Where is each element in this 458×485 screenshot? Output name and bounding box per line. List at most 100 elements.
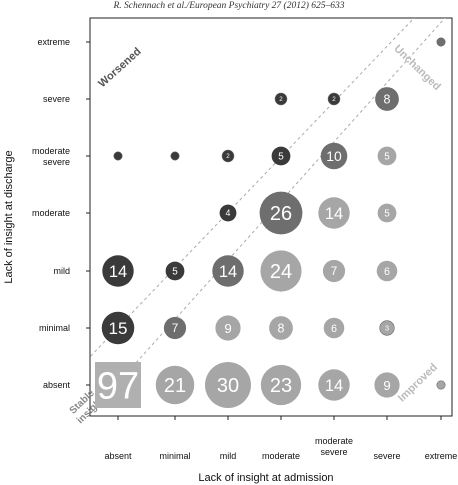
data-point-mild-to-absent: 30 <box>204 361 252 409</box>
y-tick-label-absent: absent <box>43 380 71 390</box>
data-point-severe-to-mild: 6 <box>376 260 398 282</box>
data-point-moderate-to-minimal: 8 <box>269 316 293 340</box>
data-point-minimal-to-moderate-severe <box>170 151 180 161</box>
data-point-severe-to-minimal: 3 <box>379 320 395 336</box>
data-point-moderate-to-absent: 23 <box>260 364 302 406</box>
data-point-moderate-severe-to-severe: 2 <box>327 92 341 106</box>
point-marker <box>376 260 398 282</box>
point-value-label: 9 <box>383 378 390 393</box>
point-value-label: 30 <box>217 375 239 397</box>
data-point-mild-to-mild: 14 <box>212 255 244 287</box>
y-tick-label-severe: severe <box>43 94 70 104</box>
point-value-label: 21 <box>164 375 186 397</box>
point-value-label: 5 <box>384 152 390 163</box>
point-marker <box>269 316 293 340</box>
point-value-label: 2 <box>226 153 230 160</box>
point-marker <box>221 149 235 163</box>
point-value-label: 2 <box>332 96 336 103</box>
y-tick-label-mild: mild <box>53 266 70 276</box>
data-point-minimal-to-absent: 21 <box>155 365 195 405</box>
point-value-label: 15 <box>109 319 128 338</box>
point-value-label: 7 <box>331 265 337 278</box>
point-marker <box>260 364 302 406</box>
data-point-moderate-severe-to-minimal: 6 <box>323 317 345 339</box>
x-tick-label-moderate-severe: moderate severe <box>315 436 353 457</box>
data-point-moderate-severe-to-moderate: 14 <box>318 197 350 229</box>
point-marker <box>215 315 241 341</box>
data-point-moderate-to-moderate-severe: 5 <box>271 146 291 166</box>
data-point-severe-to-moderate: 5 <box>377 203 397 223</box>
unchanged-band <box>90 18 446 415</box>
point-marker <box>163 316 187 340</box>
citation-header: R. Schennach et al./European Psychiatry … <box>113 1 345 11</box>
data-point-absent-to-minimal: 15 <box>101 311 135 345</box>
point-marker <box>374 372 400 398</box>
y-tick-label-moderate-severe: moderate severe <box>32 146 70 167</box>
point-value-label: 14 <box>219 263 237 281</box>
data-point-minimal-to-mild: 5 <box>165 261 185 281</box>
data-point-absent-to-absent: 97 <box>95 362 141 408</box>
point-marker <box>204 361 252 409</box>
x-tick-label-moderate: moderate <box>262 451 300 461</box>
point-marker-square <box>95 362 141 408</box>
point-marker <box>101 311 135 345</box>
point-value-label: 26 <box>270 203 292 225</box>
region-label-improved: Improved <box>396 361 440 404</box>
data-point-severe-to-moderate-severe: 5 <box>377 146 397 166</box>
data-point-moderate-severe-to-absent: 14 <box>318 369 350 401</box>
point-marker <box>165 261 185 281</box>
data-point-absent-to-moderate-severe <box>113 151 123 161</box>
data-point-moderate-severe-to-mild: 7 <box>322 259 346 283</box>
data-point-mild-to-moderate: 4 <box>219 204 237 222</box>
point-value-label: 10 <box>326 148 342 164</box>
point-marker <box>274 92 288 106</box>
point-value-label: 8 <box>384 92 391 106</box>
data-points: 97 21 30 23 14 9 15 7 9 8 6 3 14 5 14 24 7 6 4 26 14 5 2 5 10 5 2 2… <box>95 37 446 409</box>
point-value-label: 5 <box>172 267 178 278</box>
point-value-label: 8 <box>278 321 285 335</box>
point-marker <box>322 259 346 283</box>
point-marker <box>320 142 348 170</box>
y-tick-label-extreme: extreme <box>37 37 70 47</box>
plot-frame <box>89 17 453 417</box>
data-point-mild-to-minimal: 9 <box>215 315 241 341</box>
data-point-moderate-to-severe: 2 <box>274 92 288 106</box>
point-value-label: 6 <box>331 323 337 335</box>
point-marker <box>170 151 180 161</box>
point-marker <box>436 380 446 390</box>
point-value-label: 9 <box>224 321 231 336</box>
band-line-upper <box>90 18 415 358</box>
point-marker <box>260 250 302 292</box>
y-axis-title: Lack of insight at discharge <box>3 150 15 283</box>
point-marker <box>259 191 303 235</box>
point-value-label: 5 <box>278 152 284 163</box>
point-marker <box>212 255 244 287</box>
point-value-label: 6 <box>384 266 390 278</box>
point-value-label: 14 <box>109 263 127 281</box>
data-point-severe-to-severe: 8 <box>375 87 399 111</box>
point-marker <box>318 369 350 401</box>
point-marker <box>323 317 345 339</box>
region-label-unchanged: Unchanged <box>391 43 442 93</box>
data-point-absent-to-mild: 14 <box>102 255 134 287</box>
data-point-severe-to-absent: 9 <box>374 372 400 398</box>
point-marker <box>102 255 134 287</box>
region-label-worsened: Worsened <box>96 46 143 90</box>
point-value-label: 4 <box>226 208 231 218</box>
x-tick-label-severe: severe <box>373 451 400 461</box>
point-marker <box>155 365 195 405</box>
point-value-label: 24 <box>270 261 292 283</box>
point-marker <box>377 203 397 223</box>
point-marker <box>219 204 237 222</box>
point-value-label: 5 <box>384 209 390 220</box>
point-value-label: 2 <box>279 96 283 103</box>
point-value-label: 23 <box>270 375 292 397</box>
x-tick-label-extreme: extreme <box>425 451 458 461</box>
point-value-label: 14 <box>325 205 343 223</box>
point-value-label: 3 <box>385 324 389 333</box>
point-value-label: 14 <box>325 377 343 395</box>
point-marker <box>377 146 397 166</box>
point-marker <box>375 87 399 111</box>
